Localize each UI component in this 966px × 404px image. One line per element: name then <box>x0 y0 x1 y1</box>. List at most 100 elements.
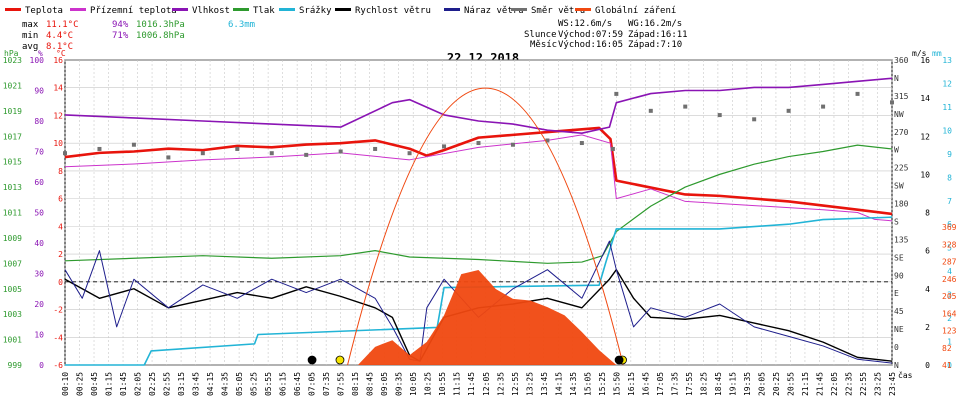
time-tick-45: 18:45 <box>714 372 723 396</box>
pressure-tick-9: 1005 <box>3 285 22 294</box>
radiation-tick-2: 287 <box>942 258 957 267</box>
legend-swatch-1 <box>70 8 86 11</box>
direction-tick-12: 90 <box>894 271 904 280</box>
time-tick-15: 06:15 <box>279 372 288 396</box>
humidity-tick-5: 50 <box>34 209 44 218</box>
series-wind-direction-point-2 <box>131 142 136 147</box>
radiation-tick-4: 205 <box>942 292 957 301</box>
series-wind-direction-point-11 <box>442 144 447 149</box>
direction-tick-9: S <box>894 217 899 226</box>
pressure-tick-6: 1011 <box>3 209 22 218</box>
time-tick-34: 14:15 <box>554 372 563 396</box>
temperature-tick-11: -6 <box>53 361 63 370</box>
time-tick-41: 17:05 <box>656 372 665 396</box>
humidity-tick-0: 100 <box>30 56 45 65</box>
series-layer <box>63 77 894 366</box>
time-tick-33: 13:45 <box>540 372 549 396</box>
legend-swatch-2 <box>172 8 188 11</box>
direction-tick-11: SE <box>894 253 904 262</box>
pressure-tick-1: 1021 <box>3 81 22 90</box>
pressure-tick-0: 1023 <box>3 56 22 65</box>
info-moon-label: Měsíc <box>530 40 557 50</box>
info-wg: WG:16.2m/s <box>628 19 682 29</box>
time-tick-25: 10:25 <box>424 372 433 396</box>
time-tick-14: 05:55 <box>264 372 273 396</box>
legend-swatch-4 <box>279 8 295 11</box>
temperature-tick-4: 8 <box>58 167 63 176</box>
stats-rain-total: 6.3mm <box>228 20 255 30</box>
time-tick-32: 13:25 <box>525 372 534 396</box>
legend-label-5: Rychlost větru <box>355 6 431 16</box>
time-tick-36: 15:05 <box>583 372 592 396</box>
stats-max-temp: 11.1°C <box>46 20 79 30</box>
direction-tick-2: 315 <box>894 92 909 101</box>
time-tick-37: 15:25 <box>598 372 607 396</box>
time-tick-24: 10:05 <box>409 372 418 396</box>
series-wind-direction-point-10 <box>407 151 412 156</box>
time-tick-26: 10:55 <box>438 372 447 396</box>
wind_speed-tick-7: 2 <box>925 323 930 332</box>
time-tick-44: 18:25 <box>699 372 708 396</box>
rain-tick-11: 2 <box>947 314 952 323</box>
rain-tick-12: 1 <box>947 338 952 347</box>
wind_speed-tick-1: 14 <box>920 94 930 103</box>
stats-block: max 11.1°C 94% 1016.3hPa 6.3mm min 4.4°C… <box>22 20 255 52</box>
info-sun-label: Slunce <box>524 30 557 40</box>
series-wind-direction-point-3 <box>166 155 171 160</box>
rain-tick-7: 6 <box>947 220 952 229</box>
series-line-3 <box>64 144 893 264</box>
pressure-tick-4: 1015 <box>3 158 22 167</box>
time-tick-6: 02:25 <box>148 372 157 396</box>
stats-max-label: max <box>22 20 39 30</box>
time-tick-1: 00:25 <box>76 372 85 396</box>
pressure-tick-3: 1017 <box>3 132 22 141</box>
time-tick-9: 03:45 <box>192 372 201 396</box>
time-tick-29: 12:05 <box>482 372 491 396</box>
legend-swatch-6 <box>444 8 460 11</box>
rain-tick-5: 8 <box>947 173 952 182</box>
time-tick-27: 11:15 <box>453 372 462 396</box>
direction-tick-0: 360 <box>894 56 909 65</box>
info-moonrise: Východ:16:05 <box>558 40 623 50</box>
wind_speed-tick-4: 8 <box>925 209 930 218</box>
time-tick-11: 04:35 <box>221 372 230 396</box>
radiation-tick-8: 41 <box>942 361 952 370</box>
series-wind-direction-point-20 <box>717 113 722 118</box>
series-wind-direction-point-23 <box>821 104 826 109</box>
time-tick-54: 22:35 <box>844 372 853 396</box>
time-tick-13: 05:25 <box>250 372 259 396</box>
stats-min-press: 1006.8hPa <box>136 31 185 41</box>
rain-tick-2: 11 <box>942 103 952 112</box>
radiation-tick-3: 246 <box>942 275 957 284</box>
time-tick-56: 23:25 <box>873 372 882 396</box>
wind_speed-tick-5: 6 <box>925 247 930 256</box>
rain-tick-1: 12 <box>942 79 952 88</box>
pressure-tick-8: 1007 <box>3 259 22 268</box>
series-line-4 <box>65 216 893 366</box>
series-wind-direction-point-9 <box>373 146 378 151</box>
legend-swatch-8 <box>575 8 591 11</box>
wind_speed-tick-8: 0 <box>925 361 930 370</box>
temperature-tick-10: -4 <box>53 333 63 342</box>
direction-tick-4: 270 <box>894 128 909 137</box>
rain-tick-13: 0 <box>947 361 952 370</box>
temperature-tick-6: 4 <box>58 222 63 231</box>
stats-max-hum: 94% <box>112 20 129 30</box>
direction-tick-6: 225 <box>894 164 909 173</box>
radiation-tick-5: 164 <box>942 309 957 318</box>
humidity-tick-10: 0 <box>39 361 44 370</box>
time-tick-55: 22:55 <box>859 372 868 396</box>
time-tick-17: 07:05 <box>308 372 317 396</box>
temperature-tick-8: 0 <box>58 278 63 287</box>
radiation-tick-7: 82 <box>942 344 952 353</box>
direction-tick-1: N <box>894 74 899 83</box>
legend: Teplota Přízemní teplota Vlhkost Tlak Srážky… <box>5 6 676 16</box>
time-tick-39: 16:15 <box>627 372 636 396</box>
direction-tick-17: N <box>894 361 899 370</box>
rain-unit-label: mm <box>932 49 942 58</box>
radiation-tick-1: 328 <box>942 240 957 249</box>
time-tick-18: 07:35 <box>322 372 331 396</box>
wind_speed-tick-0: 16 <box>920 56 930 65</box>
sunrise-marker <box>335 355 345 365</box>
